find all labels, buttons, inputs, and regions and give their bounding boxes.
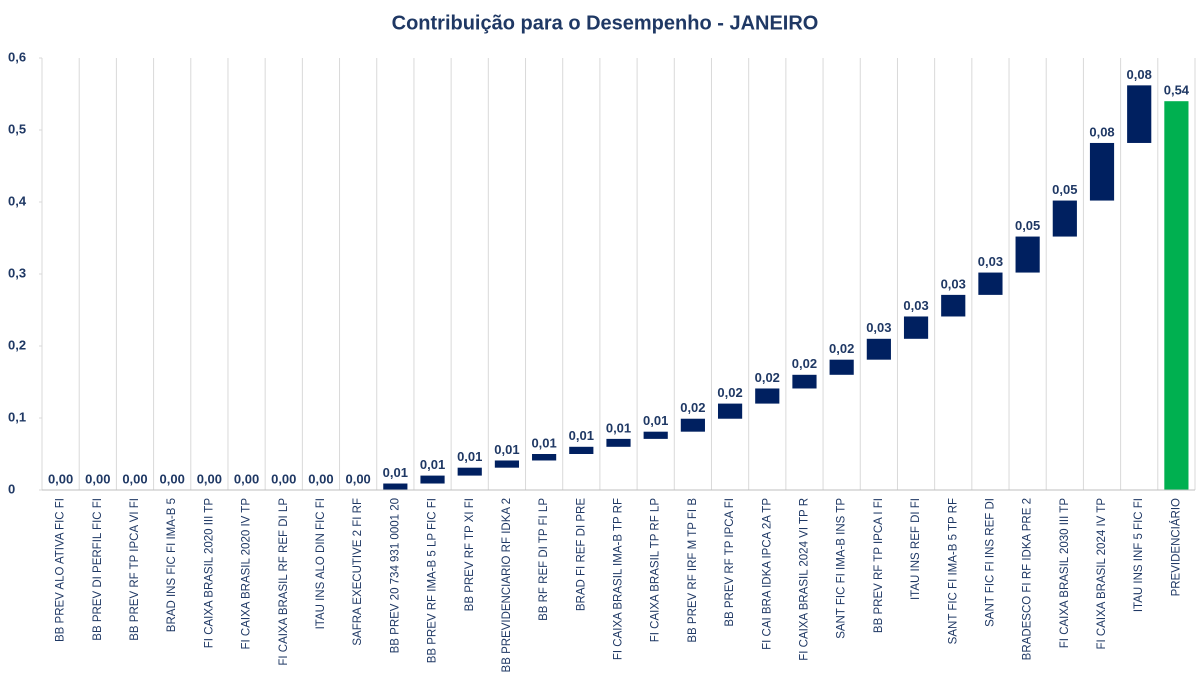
x-tick-label: BRAD FI REF DI PRE [575, 498, 587, 611]
bar [866, 338, 891, 360]
value-label: 0,01 [420, 457, 445, 472]
value-label: 0,00 [122, 471, 147, 486]
y-tick-label: 0,4 [8, 193, 27, 208]
x-tick-label: BB PREV ALO ATIVA FIC FI [55, 498, 67, 642]
bar [569, 446, 594, 454]
bar [1052, 200, 1077, 237]
x-tick-label: PREVIDENCIÁRIO [1169, 498, 1182, 596]
value-label: 0,02 [829, 341, 854, 356]
bar [941, 294, 966, 317]
y-tick-label: 0,2 [8, 337, 26, 352]
bar [792, 374, 817, 389]
bar [457, 467, 482, 476]
value-label: 0,02 [717, 385, 742, 400]
bar [829, 359, 854, 375]
value-label: 0,01 [643, 413, 668, 428]
value-label: 0,02 [755, 370, 780, 385]
value-label: 0,00 [308, 471, 333, 486]
x-tick-label: BB PREV RF IMA-B 5 LP FIC FI [427, 498, 439, 663]
x-tick-label: BB PREV RF TP XI FI [464, 498, 476, 611]
value-label: 0,08 [1089, 124, 1114, 139]
bar [717, 403, 743, 419]
x-tick-label: BB PREVIDENCIARIO RF IDKA 2 [501, 498, 513, 672]
bar [532, 454, 557, 461]
value-label: 0,00 [160, 471, 185, 486]
x-tick-label: SANT FIC FI IMA-B INS TP [836, 498, 848, 639]
value-label: 0,01 [569, 428, 594, 443]
bar [978, 272, 1003, 295]
x-tick-label: BB RF REF DI TP FI LP [538, 498, 550, 621]
x-tick-label: FI CAIXA BRASIL TP RF LP [650, 498, 662, 643]
value-label: 0,01 [494, 442, 519, 457]
value-label: 0,02 [680, 400, 705, 415]
x-tick-label: FI CAIXA BRASIL 2020 III TP [203, 498, 215, 649]
value-label: 0,00 [48, 471, 73, 486]
bar [643, 431, 668, 439]
bar [903, 316, 929, 339]
bar [383, 483, 408, 490]
value-label: 0,00 [345, 471, 370, 486]
x-tick-label: FI CAIXA BRASIL 2024 IV TP [1096, 498, 1108, 650]
x-tick-label: BB PREV DI PERFIL FIC FI [92, 498, 104, 641]
value-label: 0,08 [1127, 67, 1152, 82]
bar [1127, 85, 1152, 143]
value-label: 0,03 [903, 298, 928, 313]
x-tick-label: FI CAI BRA IDKA IPCA 2A TP [761, 498, 773, 650]
value-label: 0,54 [1164, 83, 1190, 98]
y-tick-label: 0,6 [8, 49, 26, 64]
value-label: 0,01 [606, 420, 631, 435]
x-tick-label: BB PREV RF TP IPCA VI FI [129, 498, 141, 641]
x-tick-label: FI CAIXA BRASIL 2020 IV TP [241, 498, 253, 650]
x-tick-label: FI CAIXA BRASIL RF REF DI LP [278, 498, 290, 666]
value-label: 0,03 [978, 254, 1003, 269]
bar [420, 475, 445, 484]
y-tick-label: 0 [8, 481, 15, 496]
y-tick-label: 0,5 [8, 121, 26, 136]
value-label: 0,00 [85, 471, 110, 486]
x-tick-label: SANT FIC FI IMA-B 5 TP RF [947, 498, 959, 644]
x-tick-label: ITAU INS REF DI FI [910, 498, 922, 600]
value-label: 0,03 [866, 320, 891, 335]
value-label: 0,01 [531, 435, 556, 450]
chart-title: Contribuição para o Desempenho - JANEIRO [392, 12, 819, 34]
value-label: 0,03 [941, 276, 966, 291]
bar [680, 418, 705, 432]
value-label: 0,00 [234, 471, 259, 486]
x-tick-label: FI CAIXA BRASIL 2024 VI TP R [798, 498, 810, 661]
y-tick-label: 0,3 [8, 265, 26, 280]
x-tick-label: BB PREV RF IRF M TP FI B [687, 498, 699, 643]
value-label: 0,00 [197, 471, 222, 486]
x-tick-label: BRAD INS FIC FI IMA-B 5 [166, 498, 178, 632]
value-label: 0,05 [1015, 218, 1040, 233]
value-label: 0,00 [271, 471, 296, 486]
bar [606, 438, 631, 447]
value-label: 0,01 [383, 465, 408, 480]
bar [1015, 236, 1040, 273]
x-tick-label: BB PREV RF TP IPCA FI [724, 498, 736, 627]
bar [1089, 142, 1115, 201]
value-label: 0,05 [1052, 182, 1077, 197]
x-tick-label: FI CAIXA BRASIL 2030 III TP [1059, 498, 1071, 649]
x-tick-label: SAFRA EXECUTIVE 2 FI RF [352, 498, 364, 646]
x-tick-label: BRADESCO FI RF IDKA PRE 2 [1022, 498, 1034, 660]
value-label: 0,01 [457, 449, 482, 464]
y-tick-label: 0,1 [8, 409, 26, 424]
x-tick-label: BB PREV RF TP IPCA I FI [873, 498, 885, 633]
x-tick-label: FI CAIXA BRASIL IMA-B TP RF [613, 498, 625, 660]
x-tick-label: SANT FIC FI INS REF DI [984, 498, 996, 627]
total-bar [1164, 101, 1189, 490]
bar [755, 388, 780, 404]
x-tick-label: ITAU INS INF 5 FIC FI [1133, 498, 1145, 612]
x-tick-label: ITAU INS ALO DIN FIC FI [315, 498, 327, 629]
bar [494, 460, 520, 468]
value-label: 0,02 [792, 356, 817, 371]
x-tick-label: BB PREV 20 734 931 0001 20 [389, 498, 401, 653]
